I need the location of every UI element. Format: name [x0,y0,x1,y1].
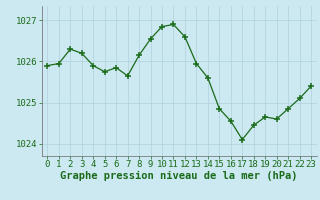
X-axis label: Graphe pression niveau de la mer (hPa): Graphe pression niveau de la mer (hPa) [60,171,298,181]
